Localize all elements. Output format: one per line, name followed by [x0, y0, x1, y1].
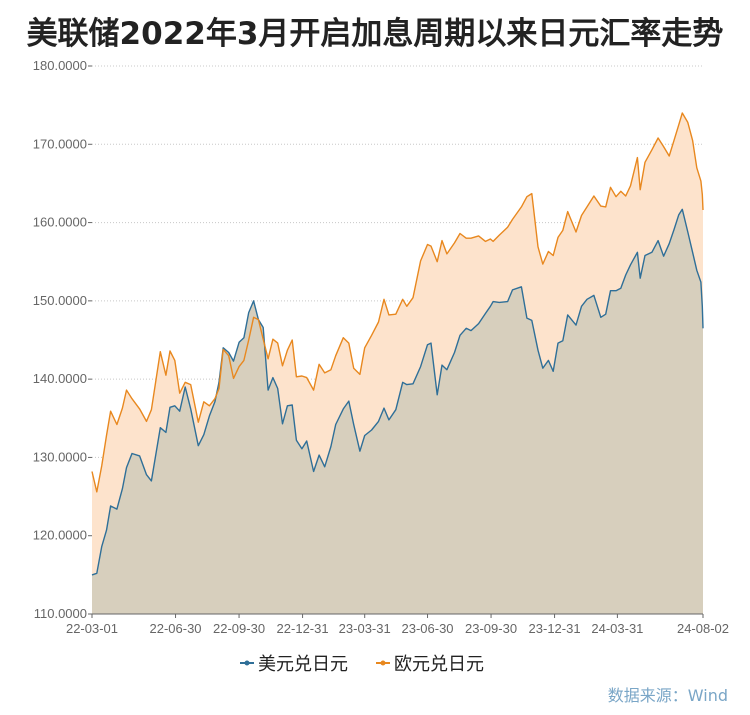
- y-tick-label: 110.0000: [34, 606, 87, 621]
- x-tick-label: 23-12-31: [529, 621, 581, 636]
- y-tick-label: 130.0000: [33, 449, 87, 464]
- x-tick-label: 23-09-30: [465, 621, 517, 636]
- area-layer: [92, 113, 703, 615]
- series-line-1: [91, 112, 704, 493]
- y-tick-label: 180.0000: [33, 58, 87, 73]
- x-tick-label: 24-03-31: [591, 621, 643, 636]
- x-tick-label: 22-03-01: [66, 621, 118, 636]
- line-layer: [91, 112, 704, 576]
- series-line-0: [91, 208, 704, 576]
- legend: 美元兑日元 欧元兑日元: [240, 654, 484, 675]
- source-note: 数据来源：Wind: [607, 686, 728, 705]
- legend-marker: [244, 660, 250, 666]
- legend-marker: [380, 660, 386, 666]
- x-tick-label: 23-06-30: [402, 621, 454, 636]
- x-tick-label: 22-06-30: [150, 621, 202, 636]
- y-tick-label: 160.0000: [33, 215, 87, 230]
- y-tick-label: 150.0000: [33, 293, 87, 308]
- series-area-0: [92, 209, 703, 615]
- x-tick-label: 24-08-02: [677, 621, 729, 636]
- x-tick-label: 22-09-30: [213, 621, 265, 636]
- legend-label: 美元兑日元: [258, 654, 348, 675]
- y-tick-label: 120.0000: [33, 528, 87, 543]
- x-tick-label: 22-12-31: [277, 621, 329, 636]
- chart-title: 美联储2022年3月开启加息周期以来日元汇率走势: [26, 16, 724, 52]
- axis-layer: 110.0000 120.0000 130.0000 140.0000 150.0000…: [33, 58, 729, 636]
- y-tick-label: 140.0000: [33, 371, 87, 386]
- y-tick-label: 170.0000: [33, 136, 87, 151]
- legend-label: 欧元兑日元: [394, 654, 484, 675]
- x-tick-label: 23-03-31: [339, 621, 391, 636]
